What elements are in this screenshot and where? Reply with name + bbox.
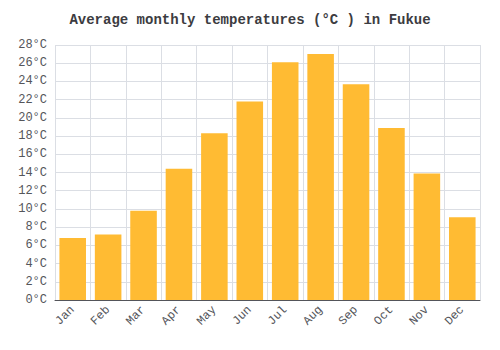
svg-text:18°C: 18°C [18, 129, 47, 143]
svg-text:0°C: 0°C [25, 293, 47, 307]
svg-text:Dec: Dec [442, 303, 467, 328]
svg-text:Feb: Feb [88, 303, 113, 328]
svg-text:26°C: 26°C [18, 56, 47, 70]
svg-text:Jan: Jan [53, 303, 78, 328]
svg-text:20°C: 20°C [18, 111, 47, 125]
svg-text:Oct: Oct [371, 303, 396, 328]
svg-text:Apr: Apr [159, 303, 184, 328]
svg-text:Jul: Jul [265, 303, 290, 328]
svg-text:22°C: 22°C [18, 93, 47, 107]
svg-text:28°C: 28°C [18, 38, 47, 52]
svg-text:16°C: 16°C [18, 147, 47, 161]
svg-text:Average monthly temperatures (: Average monthly temperatures (°C ) in Fu… [69, 12, 430, 28]
svg-text:2°C: 2°C [25, 275, 47, 289]
svg-text:Jun: Jun [230, 303, 255, 328]
svg-text:Nov: Nov [407, 303, 432, 328]
svg-text:Mar: Mar [123, 303, 148, 328]
svg-text:6°C: 6°C [25, 238, 47, 252]
svg-text:Aug: Aug [300, 303, 325, 328]
svg-text:14°C: 14°C [18, 166, 47, 180]
svg-text:12°C: 12°C [18, 184, 47, 198]
svg-text:Sep: Sep [336, 303, 361, 328]
svg-text:May: May [194, 303, 219, 328]
svg-text:8°C: 8°C [25, 220, 47, 234]
svg-text:24°C: 24°C [18, 74, 47, 88]
svg-text:4°C: 4°C [25, 257, 47, 271]
svg-text:10°C: 10°C [18, 202, 47, 216]
